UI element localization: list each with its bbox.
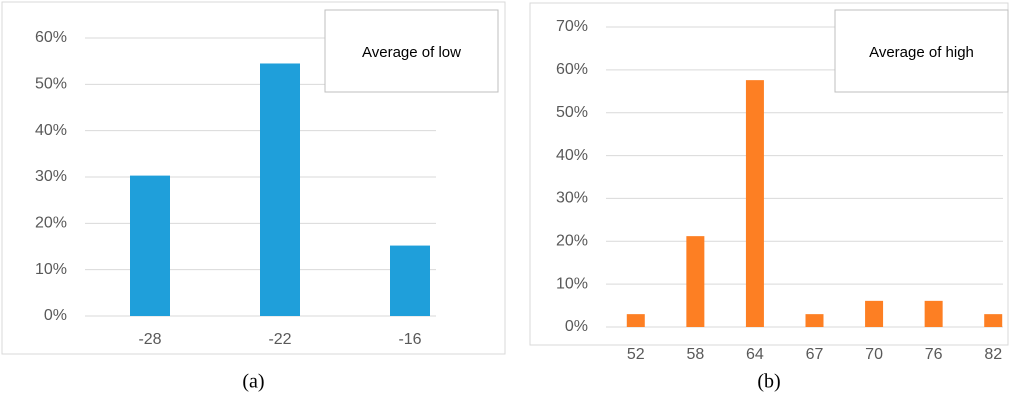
y-tick-label: 70% — [556, 18, 588, 35]
bar — [984, 314, 1003, 327]
x-tick-label: 58 — [686, 346, 704, 363]
y-tick-label: 50% — [35, 76, 67, 93]
y-tick-label: 30% — [35, 168, 67, 185]
caption: (a) — [242, 371, 264, 393]
legend-box — [834, 9, 1009, 93]
x-tick-label: 52 — [627, 346, 645, 363]
x-tick-label: -28 — [138, 331, 161, 348]
x-tick-label: 76 — [925, 346, 943, 363]
x-tick-label: 70 — [865, 346, 883, 363]
bar — [865, 300, 884, 327]
legend-label: Average of low — [362, 44, 461, 61]
panel — [529, 2, 1009, 346]
y-tick-label: 50% — [556, 104, 588, 121]
y-tick-label: 0% — [44, 307, 67, 324]
x-tick-label: 82 — [984, 346, 1002, 363]
y-tick-label: 0% — [565, 318, 588, 335]
bar — [260, 63, 300, 316]
caption: (b) — [757, 371, 780, 393]
bar — [805, 314, 824, 327]
y-tick-label: 40% — [556, 147, 588, 164]
y-tick-label: 40% — [35, 122, 67, 139]
x-tick-label: 67 — [806, 346, 824, 363]
bar — [390, 245, 430, 316]
y-tick-label: 20% — [35, 215, 67, 232]
x-tick-label: 64 — [746, 346, 764, 363]
bar — [130, 175, 170, 316]
y-tick-label: 60% — [35, 29, 67, 46]
legend-box — [324, 9, 499, 93]
y-tick-label: 20% — [556, 233, 588, 250]
bar — [626, 314, 645, 327]
y-tick-label: 30% — [556, 190, 588, 207]
bar — [686, 236, 705, 327]
y-tick-label: 10% — [35, 261, 67, 278]
x-tick-label: -16 — [398, 331, 421, 348]
x-tick-label: -22 — [268, 331, 291, 348]
panel — [1, 1, 506, 355]
y-tick-label: 60% — [556, 61, 588, 78]
bar — [745, 80, 764, 328]
bar — [924, 300, 943, 327]
legend-label: Average of high — [869, 44, 974, 61]
y-tick-label: 10% — [556, 275, 588, 292]
